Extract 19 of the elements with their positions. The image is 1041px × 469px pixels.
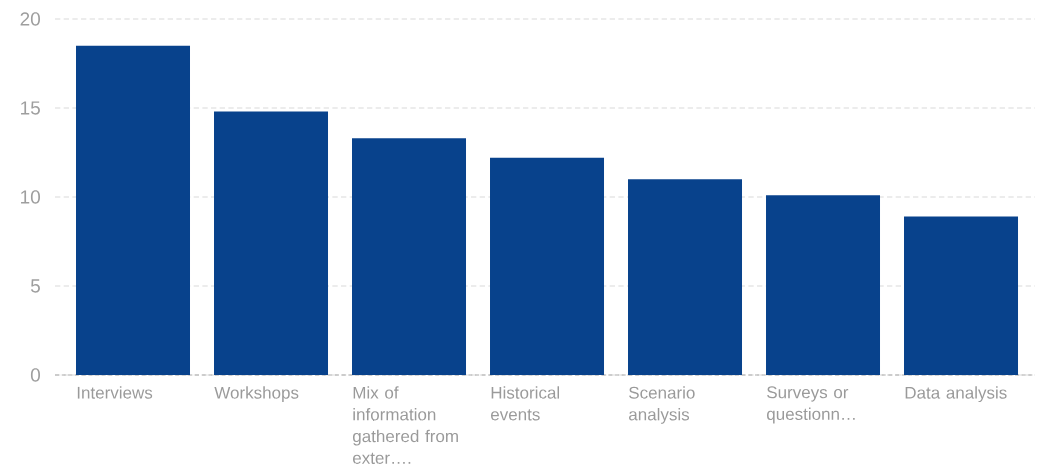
x-tick-label: Mix of information gathered from exter…. xyxy=(352,386,458,464)
y-tick-label: 20 xyxy=(20,12,40,26)
x-tick-label: Interviews xyxy=(77,386,153,399)
x-tick-label: Surveys or questionn… xyxy=(766,386,855,424)
y-tick-label: 10 xyxy=(21,190,40,204)
bar xyxy=(904,216,1019,375)
x-tick-label: Scenario analysis xyxy=(629,386,695,424)
bar xyxy=(352,138,467,375)
bar xyxy=(766,195,881,375)
x-tick-label: Data analysis xyxy=(905,386,1007,403)
x-tick-label: Workshops xyxy=(214,386,299,403)
y-tick-label: 15 xyxy=(21,101,40,115)
bar xyxy=(76,45,191,375)
bar xyxy=(214,111,329,375)
y-tick-label: 0 xyxy=(30,368,40,382)
bar xyxy=(490,157,605,375)
x-tick-label: Historical events xyxy=(491,386,560,421)
y-tick-label: 5 xyxy=(30,279,40,293)
bar xyxy=(628,179,743,375)
